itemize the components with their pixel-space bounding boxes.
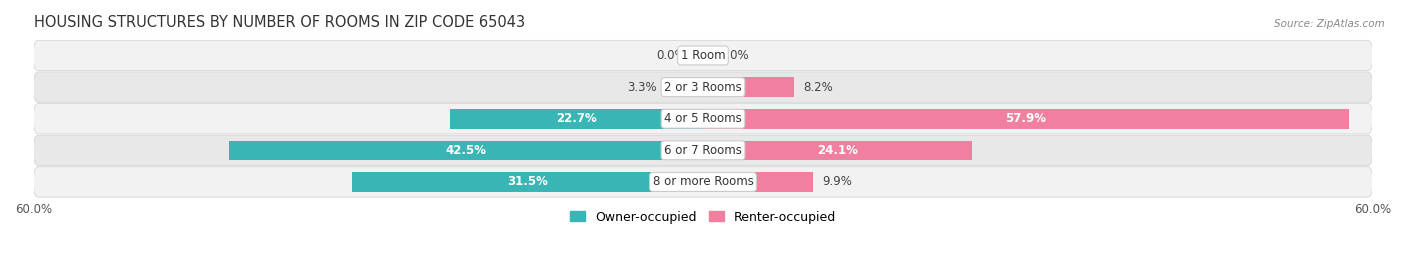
Text: 1 Room: 1 Room	[681, 49, 725, 62]
Text: 57.9%: 57.9%	[1005, 112, 1046, 125]
Text: Source: ZipAtlas.com: Source: ZipAtlas.com	[1274, 19, 1385, 29]
FancyBboxPatch shape	[34, 72, 1372, 102]
Text: 24.1%: 24.1%	[817, 144, 858, 157]
Text: 0.0%: 0.0%	[720, 49, 749, 62]
Legend: Owner-occupied, Renter-occupied: Owner-occupied, Renter-occupied	[565, 205, 841, 228]
Bar	[229, 140, 703, 160]
Bar	[703, 109, 1348, 129]
FancyBboxPatch shape	[34, 103, 1372, 134]
Text: 6 or 7 Rooms: 6 or 7 Rooms	[664, 144, 742, 157]
Text: 31.5%: 31.5%	[506, 176, 548, 188]
Text: 8.2%: 8.2%	[803, 81, 834, 94]
Bar	[703, 77, 794, 97]
Text: 4 or 5 Rooms: 4 or 5 Rooms	[664, 112, 742, 125]
Text: 9.9%: 9.9%	[823, 176, 852, 188]
Text: 22.7%: 22.7%	[555, 112, 596, 125]
FancyBboxPatch shape	[34, 135, 1372, 166]
Bar	[666, 77, 703, 97]
Text: 42.5%: 42.5%	[446, 144, 486, 157]
Text: 3.3%: 3.3%	[627, 81, 657, 94]
Bar	[703, 172, 814, 192]
Bar	[352, 172, 703, 192]
Text: 0.0%: 0.0%	[657, 49, 686, 62]
Bar	[450, 109, 703, 129]
Text: 2 or 3 Rooms: 2 or 3 Rooms	[664, 81, 742, 94]
FancyBboxPatch shape	[34, 167, 1372, 197]
Text: 8 or more Rooms: 8 or more Rooms	[652, 176, 754, 188]
Text: HOUSING STRUCTURES BY NUMBER OF ROOMS IN ZIP CODE 65043: HOUSING STRUCTURES BY NUMBER OF ROOMS IN…	[34, 15, 524, 30]
Bar	[703, 140, 972, 160]
FancyBboxPatch shape	[34, 40, 1372, 71]
